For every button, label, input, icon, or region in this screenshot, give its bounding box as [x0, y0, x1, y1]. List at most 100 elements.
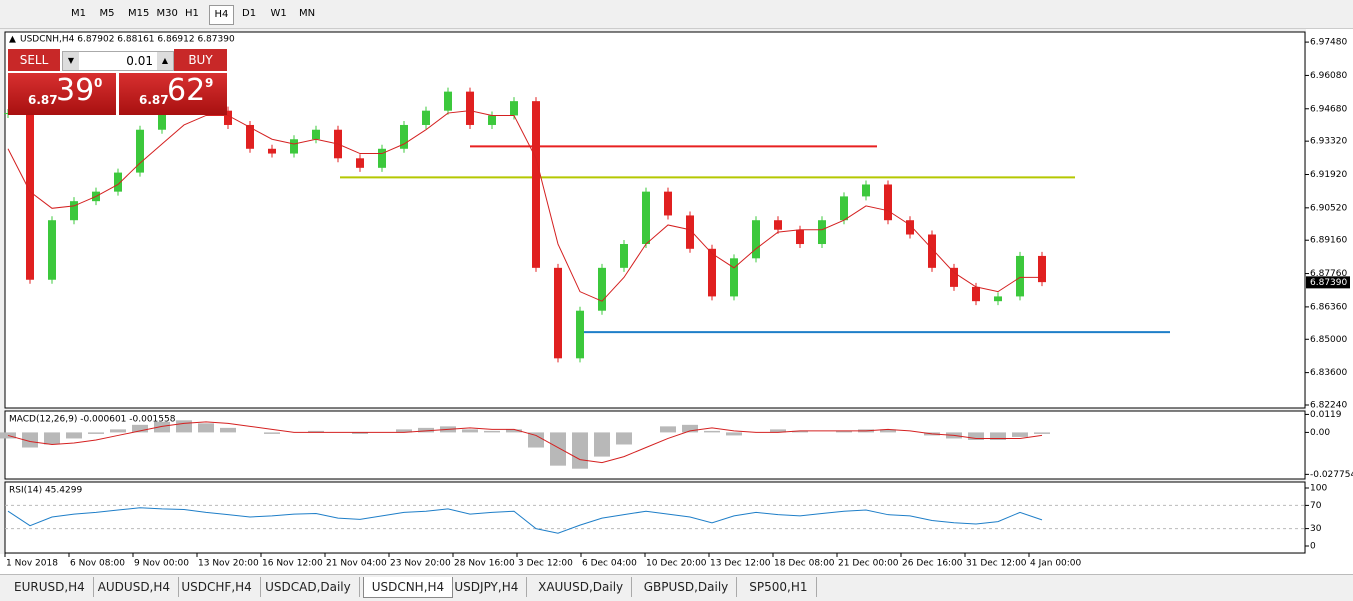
macd-label: 0.00 — [1310, 428, 1330, 438]
price-label: 6.89160 — [1310, 236, 1347, 246]
candle — [268, 148, 276, 154]
time-label: 1 Nov 2018 — [6, 559, 58, 569]
macd-bar — [418, 427, 434, 433]
candle — [774, 220, 782, 230]
symbol-tab[interactable]: SP500,H1 — [741, 577, 817, 597]
price-label: 6.86360 — [1310, 302, 1347, 312]
timeframe-button[interactable]: H4 — [208, 5, 235, 25]
time-label: 6 Nov 08:00 — [70, 559, 125, 569]
macd-bar — [506, 429, 522, 433]
macd-bar — [198, 423, 214, 433]
candle — [48, 220, 56, 280]
candle — [466, 91, 474, 125]
symbol-tab[interactable]: USDJPY,H4 — [446, 577, 528, 597]
price-label: 6.94680 — [1310, 104, 1347, 114]
macd-label: -0.027754 — [1310, 470, 1353, 480]
timeframe-button[interactable]: M1 — [71, 8, 86, 19]
macd-bar — [110, 429, 126, 433]
buy-button[interactable]: BUY — [174, 49, 227, 71]
timeframe-button[interactable]: M15 — [128, 8, 150, 19]
symbol-tab[interactable]: USDCNH,H4 — [362, 577, 454, 598]
macd-bar — [176, 420, 192, 433]
sell-big: 6.87 — [28, 93, 58, 107]
candle — [1016, 255, 1024, 297]
price-label: 6.90520 — [1310, 203, 1347, 213]
price-label: 6.83600 — [1310, 368, 1347, 378]
macd-signal — [7, 421, 1043, 464]
current-price-label: 6.87390 — [1310, 278, 1347, 288]
candle — [532, 101, 540, 268]
time-label: 13 Dec 12:00 — [710, 559, 771, 569]
buy-frac: 9 — [205, 76, 214, 90]
moving-average — [7, 110, 1042, 302]
rsi-label: 0 — [1310, 542, 1316, 552]
candle — [422, 110, 430, 125]
macd-bar — [682, 424, 698, 433]
price-label: 6.91920 — [1310, 170, 1347, 180]
macd-bar — [726, 432, 742, 436]
candle — [554, 267, 562, 359]
rsi-title: RSI(14) 45.4299 — [9, 486, 82, 496]
candle — [620, 244, 628, 268]
symbol-tab[interactable]: XAUUSD,Daily — [530, 577, 633, 597]
header-arrow: ▲ — [9, 35, 16, 45]
time-label: 23 Nov 20:00 — [390, 559, 451, 569]
timeframe-button[interactable]: M30 — [156, 8, 178, 19]
timeframe-button[interactable]: M5 — [99, 8, 115, 19]
timeframe-button[interactable]: D1 — [242, 8, 257, 19]
candle — [224, 110, 232, 125]
symbol-tab[interactable]: AUDUSD,H4 — [90, 577, 180, 597]
symbol-tab[interactable]: GBPUSD,Daily — [636, 577, 738, 597]
time-axis-bg — [0, 554, 1353, 574]
candle — [312, 129, 320, 140]
candle — [70, 201, 78, 221]
price-label: 6.87760 — [1310, 269, 1347, 279]
candle — [642, 191, 650, 245]
timeframe-button[interactable]: H1 — [185, 8, 199, 19]
macd-bar — [1034, 432, 1050, 434]
time-label: 9 Nov 00:00 — [134, 559, 189, 569]
symbol-tab[interactable]: EURUSD,H4 — [6, 577, 94, 597]
time-label: 18 Dec 08:00 — [774, 559, 835, 569]
buy-big: 6.87 — [139, 93, 169, 107]
macd-label: 0.0119 — [1310, 410, 1342, 420]
macd-bar — [770, 429, 786, 433]
sell-button[interactable]: SELL — [8, 49, 60, 71]
price-label: 6.93320 — [1310, 137, 1347, 147]
sell-price[interactable]: 6.87 39 0 — [8, 73, 116, 115]
lot-value: 0.01 — [126, 54, 153, 68]
macd-bar — [704, 430, 720, 433]
candle — [290, 139, 298, 154]
timeframe-button[interactable]: W1 — [270, 8, 287, 19]
candle — [928, 234, 936, 268]
candle — [972, 286, 980, 302]
macd-bar — [836, 430, 852, 433]
time-label: 4 Jan 00:00 — [1030, 559, 1082, 569]
candle — [950, 267, 958, 287]
candle — [752, 220, 760, 259]
candle — [730, 258, 738, 297]
candle — [488, 115, 496, 125]
symbol-tab[interactable]: USDCHF,H4 — [173, 577, 261, 597]
buy-price[interactable]: 6.87 62 9 — [119, 73, 227, 115]
macd-bar — [528, 432, 544, 448]
candle — [796, 229, 804, 245]
macd-bar — [44, 432, 60, 445]
candle — [818, 220, 826, 245]
macd-bar — [968, 432, 984, 440]
time-label: 21 Nov 04:00 — [326, 559, 387, 569]
candle — [686, 215, 694, 249]
macd-bar — [220, 427, 236, 433]
symbol-tab[interactable]: USDCAD,Daily — [257, 577, 360, 597]
candle — [884, 184, 892, 221]
macd-bar — [88, 432, 104, 434]
sell-pips: 39 — [56, 73, 95, 108]
candle — [598, 267, 606, 311]
timeframe-button[interactable]: MN — [299, 8, 316, 19]
lot-box[interactable]: ▼ 0.01 ▲ — [62, 51, 174, 71]
candle — [246, 124, 254, 149]
rsi-label: 70 — [1310, 501, 1322, 511]
candle — [576, 310, 584, 359]
candle — [400, 124, 408, 149]
